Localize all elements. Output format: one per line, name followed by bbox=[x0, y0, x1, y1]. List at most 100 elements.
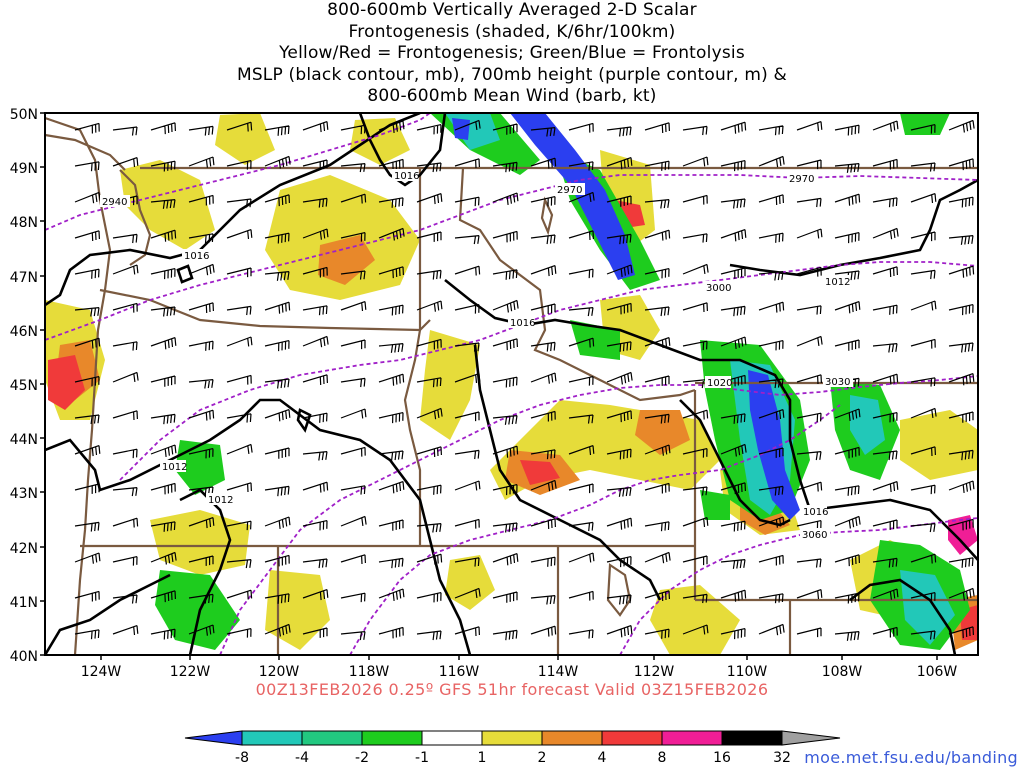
wind-barb bbox=[150, 306, 176, 317]
wind-barb bbox=[112, 233, 138, 244]
orange-area bbox=[635, 410, 690, 455]
wind-barb bbox=[188, 125, 214, 136]
wind-barb bbox=[644, 306, 670, 317]
wind-barb bbox=[340, 124, 366, 135]
wind-barb bbox=[606, 448, 632, 460]
wind-barb bbox=[340, 485, 366, 495]
wind-barb bbox=[264, 516, 291, 529]
wind-barb bbox=[834, 339, 860, 351]
wind-barb bbox=[910, 377, 936, 387]
wind-barb bbox=[720, 443, 747, 457]
yellow-area bbox=[900, 410, 978, 480]
lat-label: 42N bbox=[10, 541, 38, 557]
colorbar-segment bbox=[781, 730, 841, 746]
wind-barb bbox=[74, 268, 100, 279]
colorbar-segment bbox=[661, 730, 723, 746]
wind-barb bbox=[264, 194, 290, 207]
mslp-label: 1016 bbox=[184, 251, 209, 262]
colorbar-label: -1 bbox=[415, 750, 429, 766]
wind-barb bbox=[112, 410, 138, 421]
wind-barb bbox=[416, 193, 443, 205]
mslp-label: 1012 bbox=[162, 462, 187, 473]
wind-barb bbox=[948, 626, 974, 639]
wind-barb bbox=[834, 301, 861, 314]
wind-barb bbox=[150, 337, 177, 350]
wind-barb bbox=[264, 378, 290, 389]
colorbar: -8 -4 -2 -1 1 2 4 8 16 32 bbox=[184, 730, 841, 766]
wind-barb bbox=[682, 233, 708, 243]
wind-barb bbox=[796, 197, 822, 208]
map-plot-area: 1016 1016 1016 1012 1012 1012 1020 1016 … bbox=[45, 113, 978, 655]
wind-barb bbox=[302, 335, 329, 348]
wind-barb bbox=[188, 156, 215, 168]
credit-link[interactable]: moe.met.fsu.edu/banding bbox=[804, 748, 1018, 767]
wind-barb bbox=[796, 627, 822, 638]
height-label: 3000 bbox=[706, 283, 731, 294]
wind-barb bbox=[910, 162, 936, 172]
wind-barb bbox=[302, 589, 329, 601]
idaho-montana-border bbox=[458, 167, 696, 402]
wind-barb bbox=[796, 558, 822, 568]
wind-barb bbox=[948, 411, 974, 423]
wind-barb bbox=[492, 269, 518, 280]
wind-barb bbox=[416, 124, 442, 135]
wind-barb bbox=[530, 234, 556, 245]
wind-barb bbox=[150, 444, 177, 457]
mslp-label: 1020 bbox=[707, 378, 732, 389]
wind-barb bbox=[834, 592, 860, 604]
wind-barb bbox=[492, 484, 518, 496]
height-label: 2940 bbox=[102, 197, 127, 208]
wind-barb bbox=[302, 266, 328, 278]
wind-barbs bbox=[74, 119, 975, 641]
lat-label: 44N bbox=[10, 432, 38, 448]
wind-barb bbox=[568, 191, 595, 203]
wind-barb bbox=[378, 266, 404, 279]
puget-sound bbox=[119, 169, 152, 266]
wind-barb bbox=[872, 304, 898, 315]
wind-barb bbox=[872, 450, 898, 461]
wind-barb bbox=[682, 194, 708, 205]
wind-barb bbox=[834, 163, 860, 173]
height-contour bbox=[45, 113, 431, 231]
wind-barb bbox=[416, 446, 442, 458]
wind-barb bbox=[150, 199, 176, 209]
wind-barb bbox=[568, 552, 595, 563]
yellow-area bbox=[445, 555, 495, 610]
wind-barb bbox=[416, 523, 442, 533]
wind-barb bbox=[264, 271, 290, 281]
wind-barb bbox=[568, 376, 594, 386]
wind-barb bbox=[454, 304, 480, 314]
wind-barb bbox=[568, 161, 594, 171]
magenta-area bbox=[948, 515, 978, 555]
wind-barb bbox=[378, 557, 404, 569]
wind-barb bbox=[530, 556, 556, 567]
wind-barb bbox=[226, 520, 252, 531]
wind-barb bbox=[454, 587, 481, 599]
wind-barb bbox=[74, 590, 100, 602]
title-line: 800-600mb Mean Wind (barb, kt) bbox=[367, 86, 657, 107]
wind-barb bbox=[416, 484, 442, 495]
lat-label: 46N bbox=[10, 324, 38, 340]
wind-barb bbox=[530, 479, 557, 492]
wind-barb bbox=[378, 304, 404, 316]
wind-barb bbox=[226, 121, 253, 132]
orange-area bbox=[318, 235, 375, 285]
wind-barb bbox=[112, 487, 138, 497]
label-bg bbox=[801, 505, 827, 517]
wind-barb bbox=[226, 482, 252, 493]
wind-barb bbox=[226, 198, 252, 208]
frontogenesis-shading bbox=[45, 113, 978, 655]
label-bg bbox=[704, 281, 734, 293]
wind-barb bbox=[74, 376, 100, 387]
wind-barb bbox=[416, 553, 443, 565]
wind-barb bbox=[112, 625, 139, 636]
wind-barb bbox=[720, 160, 746, 172]
wind-barb bbox=[796, 451, 822, 461]
wind-barb bbox=[720, 559, 746, 569]
wind-barb bbox=[834, 124, 860, 136]
wind-barb bbox=[188, 624, 215, 636]
lon-label: 112W bbox=[634, 664, 675, 680]
forecast-caption: 00Z13FEB2026 0.25º GFS 51hr forecast Val… bbox=[255, 680, 769, 699]
flathead-lake bbox=[540, 196, 554, 236]
wind-barb bbox=[226, 267, 252, 278]
